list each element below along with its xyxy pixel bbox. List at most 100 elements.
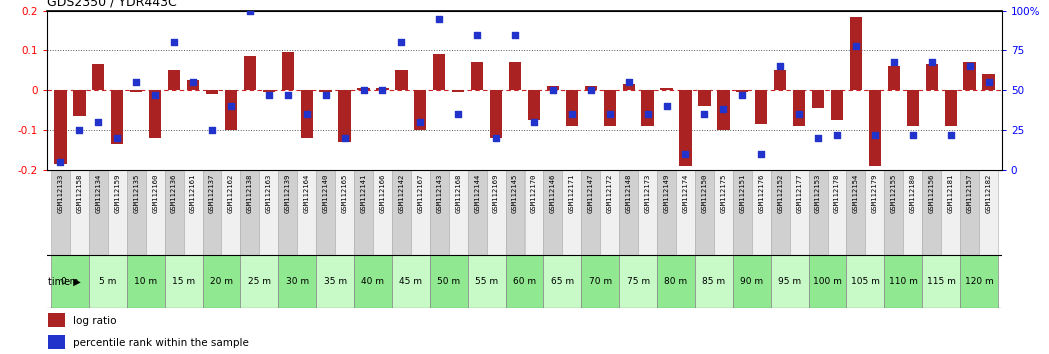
Bar [316,170,335,255]
Bar [433,55,446,90]
Point [52,159,69,165]
Bar [202,170,221,255]
Text: GSM112158: GSM112158 [77,173,83,213]
Bar [755,90,768,124]
Bar [395,70,408,90]
Point [677,151,693,157]
Text: GSM112145: GSM112145 [512,173,518,213]
Point [298,111,315,117]
Bar [774,70,787,90]
Bar [680,90,691,166]
Text: 80 m: 80 m [664,277,687,286]
Point [715,107,732,112]
Bar [850,17,862,90]
Text: 50 m: 50 m [437,277,461,286]
Bar [316,255,354,308]
Text: 70 m: 70 m [588,277,612,286]
Text: GSM112154: GSM112154 [853,173,859,213]
Text: GSM112179: GSM112179 [872,173,878,213]
Point [810,135,827,141]
Bar [676,170,694,255]
Bar [414,90,427,130]
Bar [906,90,919,126]
Bar [736,90,749,92]
Bar [963,62,976,90]
Bar [224,90,237,130]
Bar [506,170,524,255]
Point [374,87,391,93]
Point [412,119,429,125]
Bar [262,90,275,92]
Bar [168,70,180,90]
Point [544,87,561,93]
Bar [714,170,733,255]
Bar [865,170,884,255]
Point [866,132,883,138]
Bar [111,90,124,144]
Bar [733,255,771,308]
Text: GSM112169: GSM112169 [493,173,499,213]
Bar [392,255,430,308]
Text: GSM112171: GSM112171 [569,173,575,213]
Bar [55,90,67,164]
Bar [392,170,411,255]
Bar [922,170,941,255]
Bar [547,86,559,90]
Bar [335,170,354,255]
Text: GSM112144: GSM112144 [474,173,480,213]
Bar [146,170,165,255]
Bar [468,170,487,255]
Bar [869,90,881,166]
Point [601,111,618,117]
Bar [524,170,543,255]
Point [128,80,145,85]
Bar [619,170,638,255]
Point [166,40,183,45]
Text: 20 m: 20 m [210,277,233,286]
Bar [240,255,278,308]
Bar [581,170,600,255]
Point [147,92,164,98]
Text: 35 m: 35 m [323,277,346,286]
Bar [51,255,89,308]
Text: GSM112168: GSM112168 [455,173,462,213]
Bar [358,88,369,90]
Text: 100 m: 100 m [813,277,842,286]
Text: GSM112153: GSM112153 [815,173,821,213]
Text: GSM112135: GSM112135 [133,173,140,213]
Bar [509,62,521,90]
Bar [430,255,468,308]
Bar [89,170,108,255]
Bar [982,74,994,90]
Text: 120 m: 120 m [965,277,993,286]
Bar [584,86,597,90]
Text: GSM112148: GSM112148 [625,173,631,213]
Bar [619,255,657,308]
Bar [355,255,392,308]
Bar [471,62,484,90]
Point [563,111,580,117]
Point [734,92,751,98]
Bar [449,170,468,255]
Text: GSM112162: GSM112162 [228,173,234,213]
Text: GSM112141: GSM112141 [361,173,366,213]
Bar [790,170,809,255]
Text: log ratio: log ratio [73,316,116,326]
Bar [847,170,865,255]
Text: time ▶: time ▶ [47,276,81,286]
Bar [622,84,635,90]
Bar [89,255,127,308]
Point [450,111,467,117]
Bar [490,90,502,138]
Bar [847,255,884,308]
Text: 60 m: 60 m [513,277,536,286]
Text: 105 m: 105 m [851,277,880,286]
Bar [694,255,733,308]
Point [488,135,505,141]
Bar [243,56,256,90]
Bar [411,170,430,255]
Bar [661,88,672,90]
Bar [506,255,543,308]
Text: GSM112146: GSM112146 [550,173,556,213]
Text: GSM112176: GSM112176 [758,173,765,213]
